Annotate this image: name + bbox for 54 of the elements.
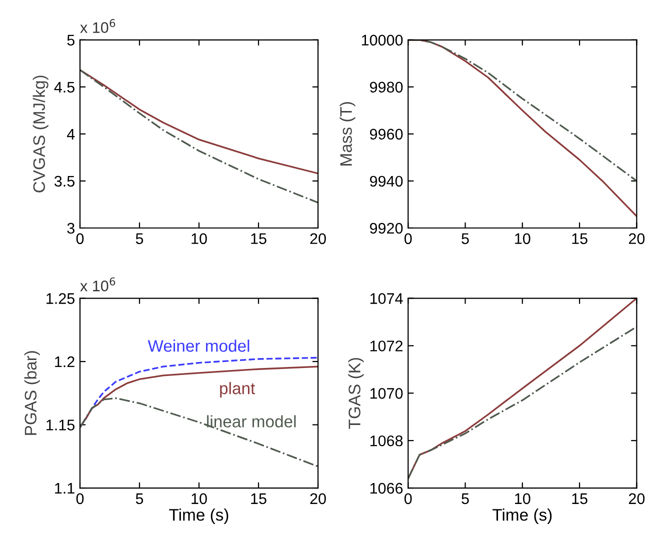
x-tick-label: 20 <box>628 493 645 504</box>
y-axis-title: PGAS (bar) <box>24 351 40 435</box>
y-tick-label: 1072 <box>370 340 402 352</box>
x-tick-label: 5 <box>462 233 469 244</box>
x-tick-label: 10 <box>192 493 207 504</box>
y-tick-label: 1.15 <box>46 420 74 430</box>
line-series <box>80 69 318 204</box>
x-tick-label: 0 <box>76 233 84 244</box>
y-tick-label: 4 <box>66 128 75 140</box>
line-series <box>80 397 318 468</box>
series-label: linear model <box>207 415 296 428</box>
line-series <box>408 326 637 480</box>
y-tick-label: 9960 <box>370 128 403 140</box>
x-tick-label: 15 <box>251 493 266 504</box>
x-tick-label: 20 <box>628 233 645 244</box>
y-tick-label: 1070 <box>370 388 403 399</box>
y-tick-label: 3.5 <box>54 176 74 187</box>
y-tick-label: 1068 <box>370 435 403 446</box>
x-tick-label: 10 <box>192 233 207 244</box>
y-axis-title: Mass (T) <box>340 102 356 166</box>
x-tick-label: 5 <box>462 493 469 504</box>
y-tick-label: 1.1 <box>55 483 74 494</box>
x-tick-label: 15 <box>572 233 588 244</box>
y-tick-label: 5 <box>67 34 74 46</box>
text: x 10$^{6}$ <box>80 19 116 33</box>
y-tick-label: 4.5 <box>54 82 74 93</box>
y-axis-title: CVGAS (MJ/kg) <box>32 76 48 192</box>
x-tick-label: 15 <box>251 233 266 244</box>
x-tick-label: 0 <box>76 493 84 504</box>
x-tick-label: 5 <box>136 233 144 244</box>
y-tick-label: 9980 <box>370 82 403 93</box>
x-tick-label: 5 <box>136 493 144 504</box>
x-tick-label: 10 <box>515 233 530 244</box>
x-tick-label: 15 <box>572 493 588 504</box>
y-tick-label: 1.25 <box>46 293 74 304</box>
x-tick-label: 0 <box>404 493 412 504</box>
x-tick-label: 0 <box>404 233 412 244</box>
x-axis-title: Time (s) <box>492 508 552 524</box>
y-tick-label: 9940 <box>370 176 403 187</box>
y-tick-label: 1.2 <box>55 356 74 368</box>
y-tick-label: 1066 <box>370 482 403 494</box>
x-tick-label: 20 <box>310 233 326 244</box>
x-tick-label: 10 <box>515 493 530 504</box>
y-tick-label: 3 <box>67 222 74 234</box>
series-label: Weiner model <box>148 340 250 352</box>
x-axis-title: Time (s) <box>169 508 228 524</box>
y-axis-title: TGAS (K) <box>348 358 364 429</box>
y-tick-label: 10000 <box>362 34 403 46</box>
x-tick-label: 20 <box>310 493 326 504</box>
series-label: plant <box>220 382 256 398</box>
y-tick-label: 9920 <box>370 222 403 234</box>
line-series <box>80 69 318 174</box>
text: x 10$^{6}$ <box>80 277 116 292</box>
y-tick-label: 1074 <box>370 293 403 304</box>
